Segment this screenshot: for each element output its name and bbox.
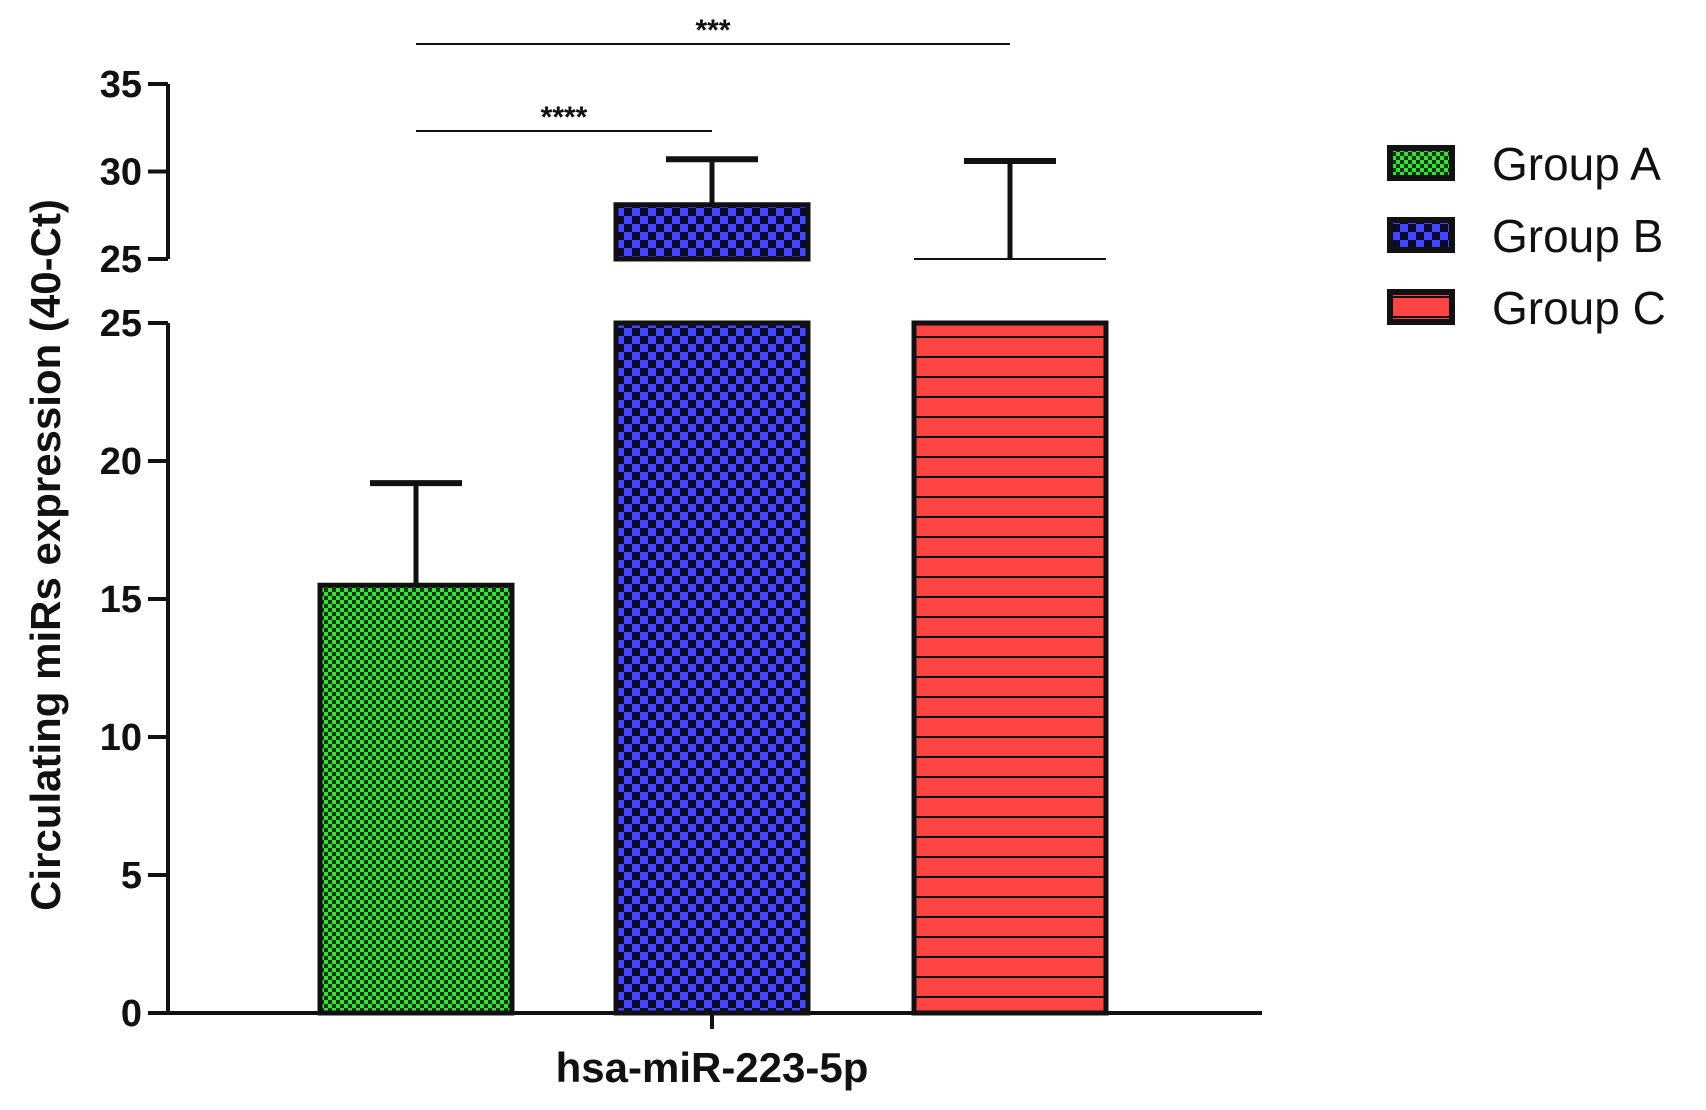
significance-label: ***	[695, 14, 730, 47]
legend-label: Group A	[1492, 138, 1661, 190]
legend: Group A Group B Group C	[1387, 138, 1666, 334]
y-tick-label: 5	[121, 855, 142, 897]
y-tick-label: 35	[100, 64, 142, 106]
y-tick-label: 20	[100, 441, 142, 483]
bar-body	[317, 582, 515, 1016]
legend-label: Group C	[1492, 282, 1666, 334]
bar-group-c	[911, 158, 1109, 1016]
bar-group-a	[317, 480, 515, 1016]
legend-swatch	[1387, 217, 1455, 253]
significance-label: ****	[541, 101, 588, 134]
y-tick-label: 25	[100, 303, 142, 345]
y-axis-label: Circulating miRs expression (40-Ct)	[22, 199, 69, 911]
bar-group-b	[613, 156, 811, 1016]
y-tick-label: 30	[100, 152, 142, 194]
y-tick-label: 25	[100, 239, 142, 281]
legend-swatch	[1387, 145, 1455, 181]
significance-brackets: *******	[416, 14, 1010, 134]
bar-body-lower	[613, 320, 811, 1016]
legend-swatch	[1387, 289, 1455, 325]
y-tick-label: 10	[100, 717, 142, 759]
bars	[317, 156, 1109, 1016]
bar-body-upper	[613, 202, 811, 262]
x-axis-label: hsa-miR-223-5p	[556, 1044, 869, 1091]
y-tick-label: 15	[100, 579, 142, 621]
bar-body-lower	[911, 320, 1109, 1016]
y-tick-label: 0	[121, 993, 142, 1035]
legend-label: Group B	[1492, 210, 1663, 262]
